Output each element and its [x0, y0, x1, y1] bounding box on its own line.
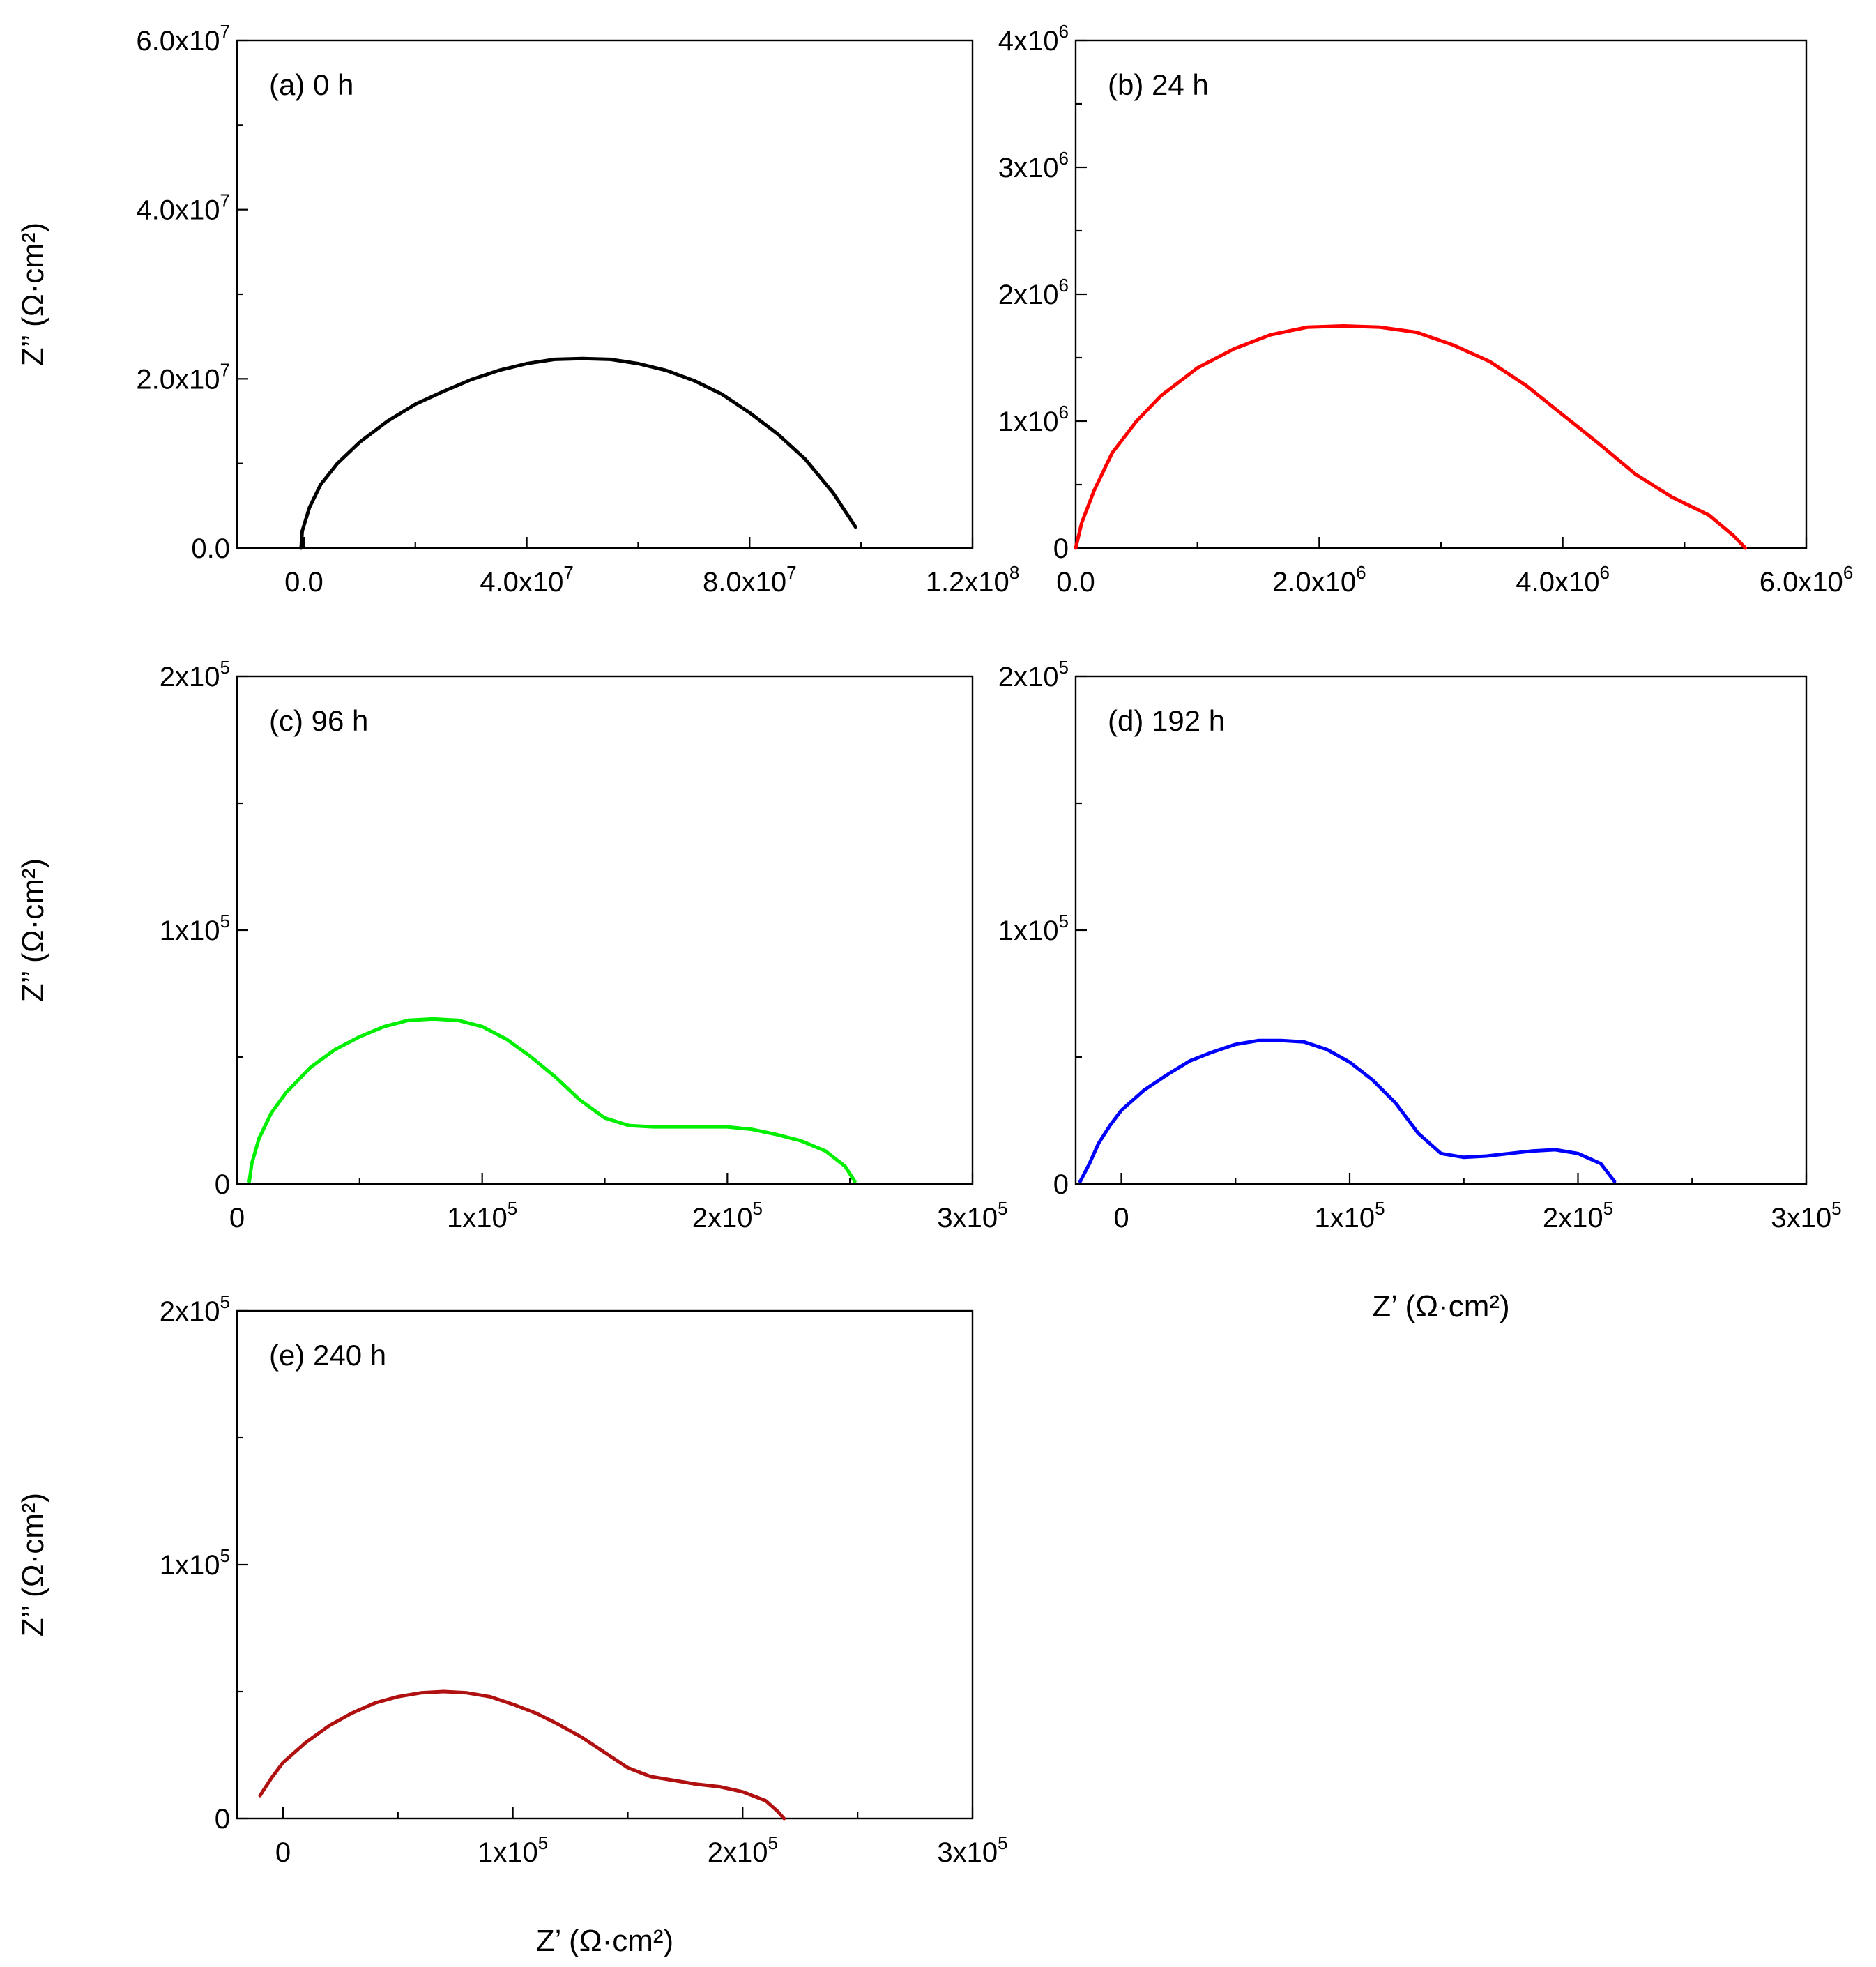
series-line-c: [247, 1017, 857, 1183]
x-tick-label: 0.0: [1056, 567, 1095, 598]
x-axis-title: Z’ (Ω·cm²): [1372, 1289, 1509, 1323]
x-tick-label: 0: [229, 1203, 245, 1233]
panel-title: (c) 96 h: [269, 704, 368, 737]
y-tick-label: 2x105: [998, 657, 1069, 692]
panel-e: 0 1x105 2x105 3x105 0 1x105 2x105 (e) 240 h Z’’ …: [16, 1291, 1008, 1958]
x-tick-label: 3x105: [1771, 1198, 1841, 1233]
x-tick-label: 2.0x106: [1272, 562, 1366, 598]
x-tick-label: 1x105: [478, 1832, 548, 1868]
y-tick-label: 4.0x107: [136, 190, 230, 226]
x-axis-title: Z’ (Ω·cm²): [536, 1924, 673, 1958]
x-tick-label: 0: [275, 1837, 291, 1868]
plot-frame: [1074, 675, 1808, 1185]
y-tick-label: 1x105: [160, 911, 230, 946]
x-tick-label: 0: [1113, 1203, 1129, 1233]
panel-c: 0 1x105 2x105 3x105 0 1x105 2x105 (c) 96 h Z’’ (…: [16, 657, 1008, 1233]
y-tick-label: 1x106: [998, 402, 1069, 437]
x-tick-label: 1x105: [1314, 1198, 1385, 1233]
x-tick-label: 3x105: [937, 1198, 1007, 1233]
y-axis-title: Z’’ (Ω·cm²): [16, 1493, 50, 1636]
y-tick-label: 0: [1053, 533, 1069, 564]
series-line-a: [299, 356, 857, 550]
y-tick-label: 6.0x107: [136, 21, 230, 56]
x-tick-label: 2x105: [1543, 1198, 1613, 1233]
panel-d: 0 1x105 2x105 3x105 0 1x105 2x105 (d) 192 h Z’ (…: [998, 657, 1842, 1323]
y-tick-label: 1x105: [160, 1545, 230, 1581]
panel-title: (b) 24 h: [1108, 68, 1209, 101]
x-tick-label: 2x105: [708, 1832, 778, 1868]
y-tick-label: 0: [1053, 1169, 1069, 1200]
x-tick-label: 2x105: [692, 1198, 763, 1233]
panel-a: 0.0 4.0x107 8.0x107 1.2x108 0.0 2.0x107 4.0x10…: [16, 21, 1019, 598]
x-tick-label: 1x105: [447, 1198, 517, 1233]
plot-frame: [236, 1309, 974, 1820]
plot-frame: [236, 675, 974, 1185]
plot-frame: [1074, 39, 1808, 549]
y-tick-label: 2x106: [998, 275, 1069, 310]
plot-frame: [236, 39, 974, 549]
x-tick-label: 8.0x107: [703, 562, 797, 598]
series-line-b: [1074, 324, 1748, 550]
panel-title: (d) 192 h: [1108, 704, 1225, 737]
y-tick-label: 2.0x107: [136, 359, 230, 395]
y-tick-label: 0: [215, 1804, 230, 1835]
panel-b: 0.0 2.0x106 4.0x106 6.0x106 0 1x106 2x106 3x106…: [998, 21, 1854, 598]
y-tick-label: 2x105: [160, 657, 230, 692]
y-tick-label: 3x106: [998, 148, 1069, 183]
x-tick-label: 4.0x106: [1516, 562, 1610, 598]
panel-title: (e) 240 h: [269, 1339, 386, 1372]
y-axis-title: Z’’ (Ω·cm²): [16, 222, 50, 366]
y-axis-title: Z’’ (Ω·cm²): [16, 858, 50, 1002]
y-tick-label: 0: [215, 1169, 230, 1200]
y-tick-label: 0.0: [191, 533, 230, 564]
x-tick-label: 0.0: [284, 567, 323, 598]
panel-title: (a) 0 h: [269, 68, 353, 101]
x-tick-label: 4.0x107: [480, 562, 574, 598]
x-tick-label: 1.2x108: [926, 562, 1020, 598]
x-tick-label: 3x105: [937, 1832, 1007, 1868]
series-line-d: [1078, 1038, 1617, 1183]
y-tick-label: 4x106: [998, 21, 1069, 56]
series-line-e: [258, 1689, 786, 1821]
y-tick-label: 1x105: [998, 911, 1069, 946]
y-tick-label: 2x105: [160, 1291, 230, 1327]
x-tick-label: 6.0x106: [1760, 562, 1854, 598]
